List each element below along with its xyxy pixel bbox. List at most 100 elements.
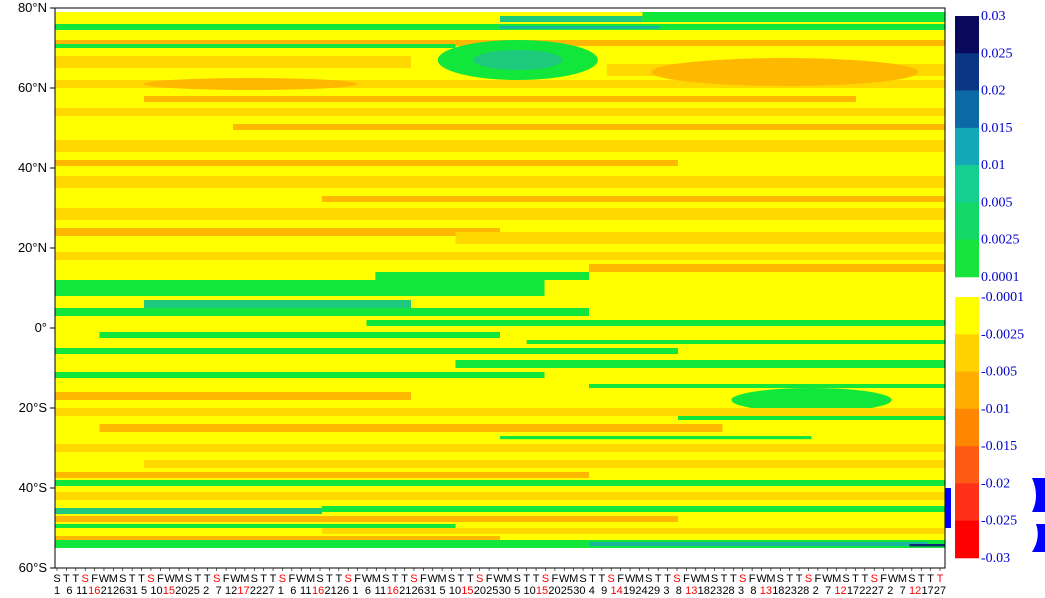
x-day-letter: S [673,573,680,585]
green-band [455,360,945,368]
colorbar-swatch [955,53,979,91]
colorbar-swatch [955,408,979,447]
orange-streak [55,536,500,540]
x-day-number: 21 [324,585,336,597]
orange-streak [55,108,945,116]
colorbar-label: 0.015 [981,121,1013,136]
orange-streak [55,160,678,166]
x-day-number: 20 [175,585,187,597]
x-day-letter: M [438,573,447,585]
x-day-letter: W [691,573,702,585]
x-day-number: 25 [561,585,573,597]
x-day-number: 28 [797,585,809,597]
x-day-letter: T [918,573,925,585]
x-day-letter: T [260,573,267,585]
x-day-letter: S [645,573,652,585]
x-day-number: 6 [66,585,72,597]
orange-streak [144,460,945,468]
orange-patch [651,58,919,86]
x-day-number: 5 [514,585,520,597]
plot-frame [54,7,946,569]
x-day-letter: S [805,573,812,585]
x-day-number: 3 [738,585,744,597]
x-day-number: 24 [635,585,647,597]
x-day-letter: W [559,573,570,585]
colorbar-swatch [955,127,979,166]
green-band [375,272,589,280]
colorbar-swatch [955,520,979,559]
green-band [366,320,945,326]
x-day-letter: T [401,573,408,585]
x-day-letter: S [739,573,746,585]
x-day-letter: M [832,573,841,585]
orange-streak [55,176,945,188]
teal-band [55,508,322,514]
y-tick-label: 60°S [19,560,48,575]
x-day-number: 29 [648,585,660,597]
x-day-letter: S [777,573,784,585]
green-band [678,416,945,420]
x-day-letter: T [796,573,803,585]
x-day-number: 13 [760,585,772,597]
x-day-number: 2 [813,585,819,597]
x-day-number: 1 [352,585,358,597]
x-day-letter: T [852,573,859,585]
x-day-letter: T [204,573,211,585]
colorbar-label: -0.0001 [981,290,1024,305]
x-day-number: 25 [188,585,200,597]
green-band [55,280,545,296]
x-day-number: 18 [698,585,710,597]
x-day-letter: T [598,573,605,585]
x-day-letter: S [119,573,126,585]
colorbar-swatch [955,165,979,203]
x-day-letter: T [458,573,465,585]
x-day-number: 27 [262,585,274,597]
x-day-number: 23 [785,585,797,597]
orange-streak [233,124,945,130]
colorbar-swatch [955,334,979,372]
x-day-number: 30 [573,585,585,597]
x-day-number: 17 [237,585,249,597]
x-day-letter: S [251,573,258,585]
colorbar-label: -0.0025 [981,327,1024,342]
x-day-letter: T [861,573,868,585]
green-band [55,44,456,48]
x-day-number: 1 [54,585,60,597]
green-band [55,480,945,486]
x-day-number: 27 [872,585,884,597]
x-day-letter: S [871,573,878,585]
x-day-number: 14 [611,585,623,597]
green-band [589,384,945,388]
x-day-letter: T [326,573,333,585]
x-day-letter: M [503,573,512,585]
orange-streak [55,80,945,88]
x-day-number: 13 [685,585,697,597]
x-day-letter: M [306,573,315,585]
y-tick-label: 20°S [19,400,48,415]
blue-shape-upper [1032,478,1045,512]
x-day-letter: T [664,573,671,585]
teal-patch [473,50,563,70]
colorbar-swatch [955,297,979,335]
colorbar-swatch [955,371,979,410]
orange-streak [589,264,945,272]
x-day-letter: S [448,573,455,585]
y-tick-label: 20°N [18,240,47,255]
x-day-letter: M [240,573,249,585]
y-tick-label: 60°N [18,80,47,95]
x-day-letter: S [842,573,849,585]
x-day-letter: T [467,573,474,585]
x-day-letter: F [683,573,690,585]
y-tick-label: 40°N [18,160,47,175]
x-day-letter: M [569,573,578,585]
x-day-letter: T [63,573,70,585]
x-day-letter: M [898,573,907,585]
colorbar-swatch [955,446,979,484]
y-tick-label: 80°N [18,0,47,15]
x-day-letter: F [157,573,164,585]
x-day-letter: W [888,573,899,585]
x-day-number: 4 [589,585,595,597]
x-day-number: 26 [337,585,349,597]
orange-streak [99,424,723,432]
